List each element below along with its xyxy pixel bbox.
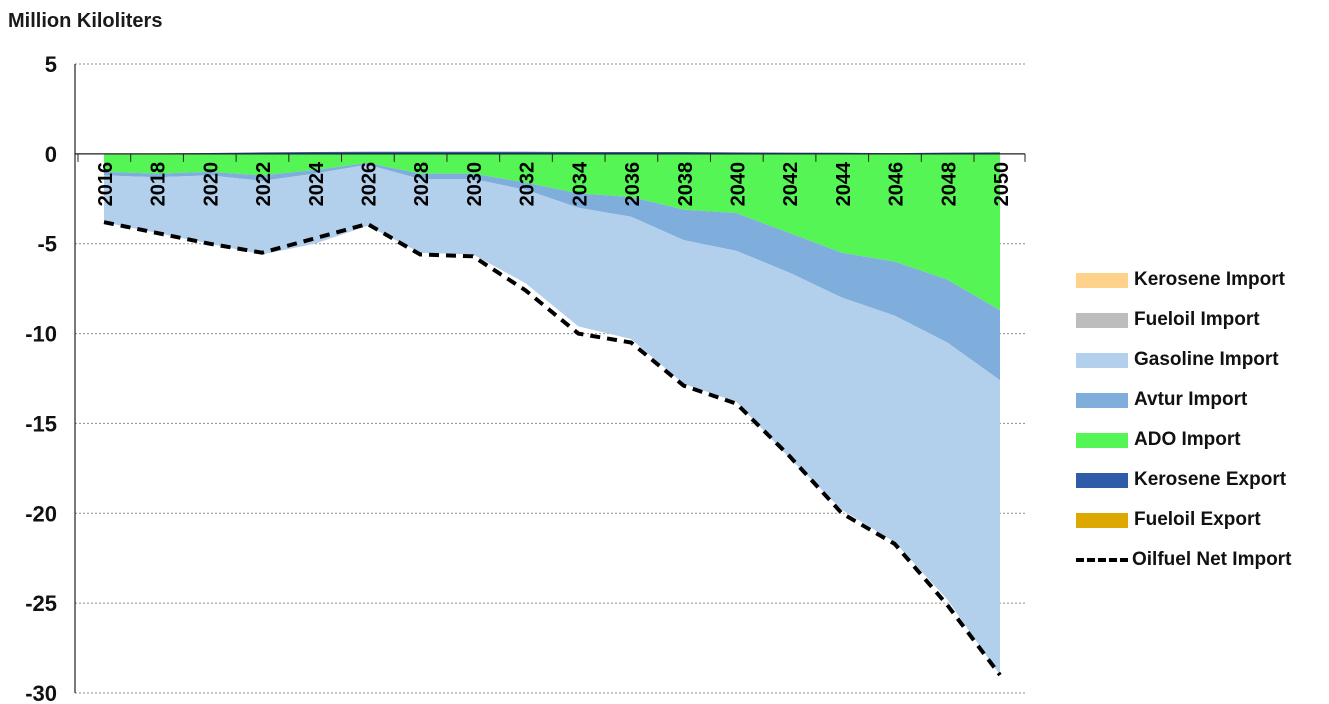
area-gasoline-import: [104, 164, 1000, 676]
legend-swatch: [1076, 352, 1128, 368]
legend-label: Oilfuel Net Import: [1132, 549, 1292, 570]
x-tick-label: 2030: [464, 162, 486, 207]
legend-item: Gasoline Import: [1076, 340, 1291, 380]
y-tick-label: -30: [25, 681, 57, 704]
x-tick-label: 2046: [886, 162, 908, 207]
legend-item: Oilfuel Net Import: [1076, 540, 1291, 580]
y-tick-label: -5: [37, 232, 57, 257]
legend-item: Avtur Import: [1076, 380, 1291, 420]
legend-swatch: [1076, 472, 1128, 488]
x-tick-label: 2018: [148, 162, 170, 207]
legend-label: ADO Import: [1134, 429, 1241, 450]
y-tick-label: -20: [25, 501, 57, 526]
x-tick-label: 2040: [727, 162, 749, 207]
x-tick-label: 2022: [253, 162, 275, 207]
x-tick-label: 2026: [359, 162, 381, 207]
x-tick-label: 2042: [780, 162, 802, 207]
x-tick-label: 2028: [411, 162, 433, 207]
legend-label: Gasoline Import: [1134, 349, 1279, 370]
area-avtur-import: [104, 162, 1000, 381]
legend-swatch: [1076, 392, 1128, 408]
legend-label: Fueloil Export: [1134, 509, 1261, 530]
y-tick-label: -10: [25, 322, 57, 347]
legend-item: ADO Import: [1076, 420, 1291, 460]
legend-swatch: [1076, 312, 1128, 328]
legend-label: Fueloil Import: [1134, 309, 1260, 330]
legend-swatch: [1076, 432, 1128, 448]
y-axis-title: Million Kiloliters: [8, 10, 163, 32]
x-tick-label: 2032: [517, 162, 539, 207]
legend-label: Avtur Import: [1134, 389, 1248, 410]
legend-label: Kerosene Import: [1134, 269, 1285, 290]
legend-item: Fueloil Export: [1076, 500, 1291, 540]
x-tick-label: 2044: [833, 161, 855, 206]
x-tick-label: 2048: [938, 162, 960, 207]
legend-swatch: [1076, 512, 1128, 528]
y-tick-label: -15: [25, 411, 57, 436]
y-tick-label: -25: [25, 591, 57, 616]
x-tick-label: 2034: [569, 161, 591, 206]
x-tick-label: 2036: [622, 162, 644, 207]
legend-item: Kerosene Export: [1076, 460, 1291, 500]
x-tick-label: 2024: [306, 161, 328, 206]
legend-item: Kerosene Import: [1076, 260, 1291, 300]
line-oilfuel-net-import: [103, 220, 1002, 677]
legend-item: Fueloil Import: [1076, 300, 1291, 340]
area-ado-import: [104, 153, 1000, 311]
legend-label: Kerosene Export: [1134, 469, 1287, 490]
x-tick-label: 2038: [675, 162, 697, 207]
y-tick-label: 5: [45, 52, 57, 77]
legend-swatch: [1076, 272, 1128, 288]
legend-dash-swatch: [1076, 558, 1128, 562]
x-tick-label: 2020: [200, 162, 222, 207]
x-tick-label: 2016: [95, 162, 117, 207]
y-tick-label: 0: [45, 142, 57, 167]
x-tick-label: 2050: [991, 162, 1013, 207]
legend: Kerosene Import Fueloil Import Gasoline Im…: [1076, 260, 1291, 580]
